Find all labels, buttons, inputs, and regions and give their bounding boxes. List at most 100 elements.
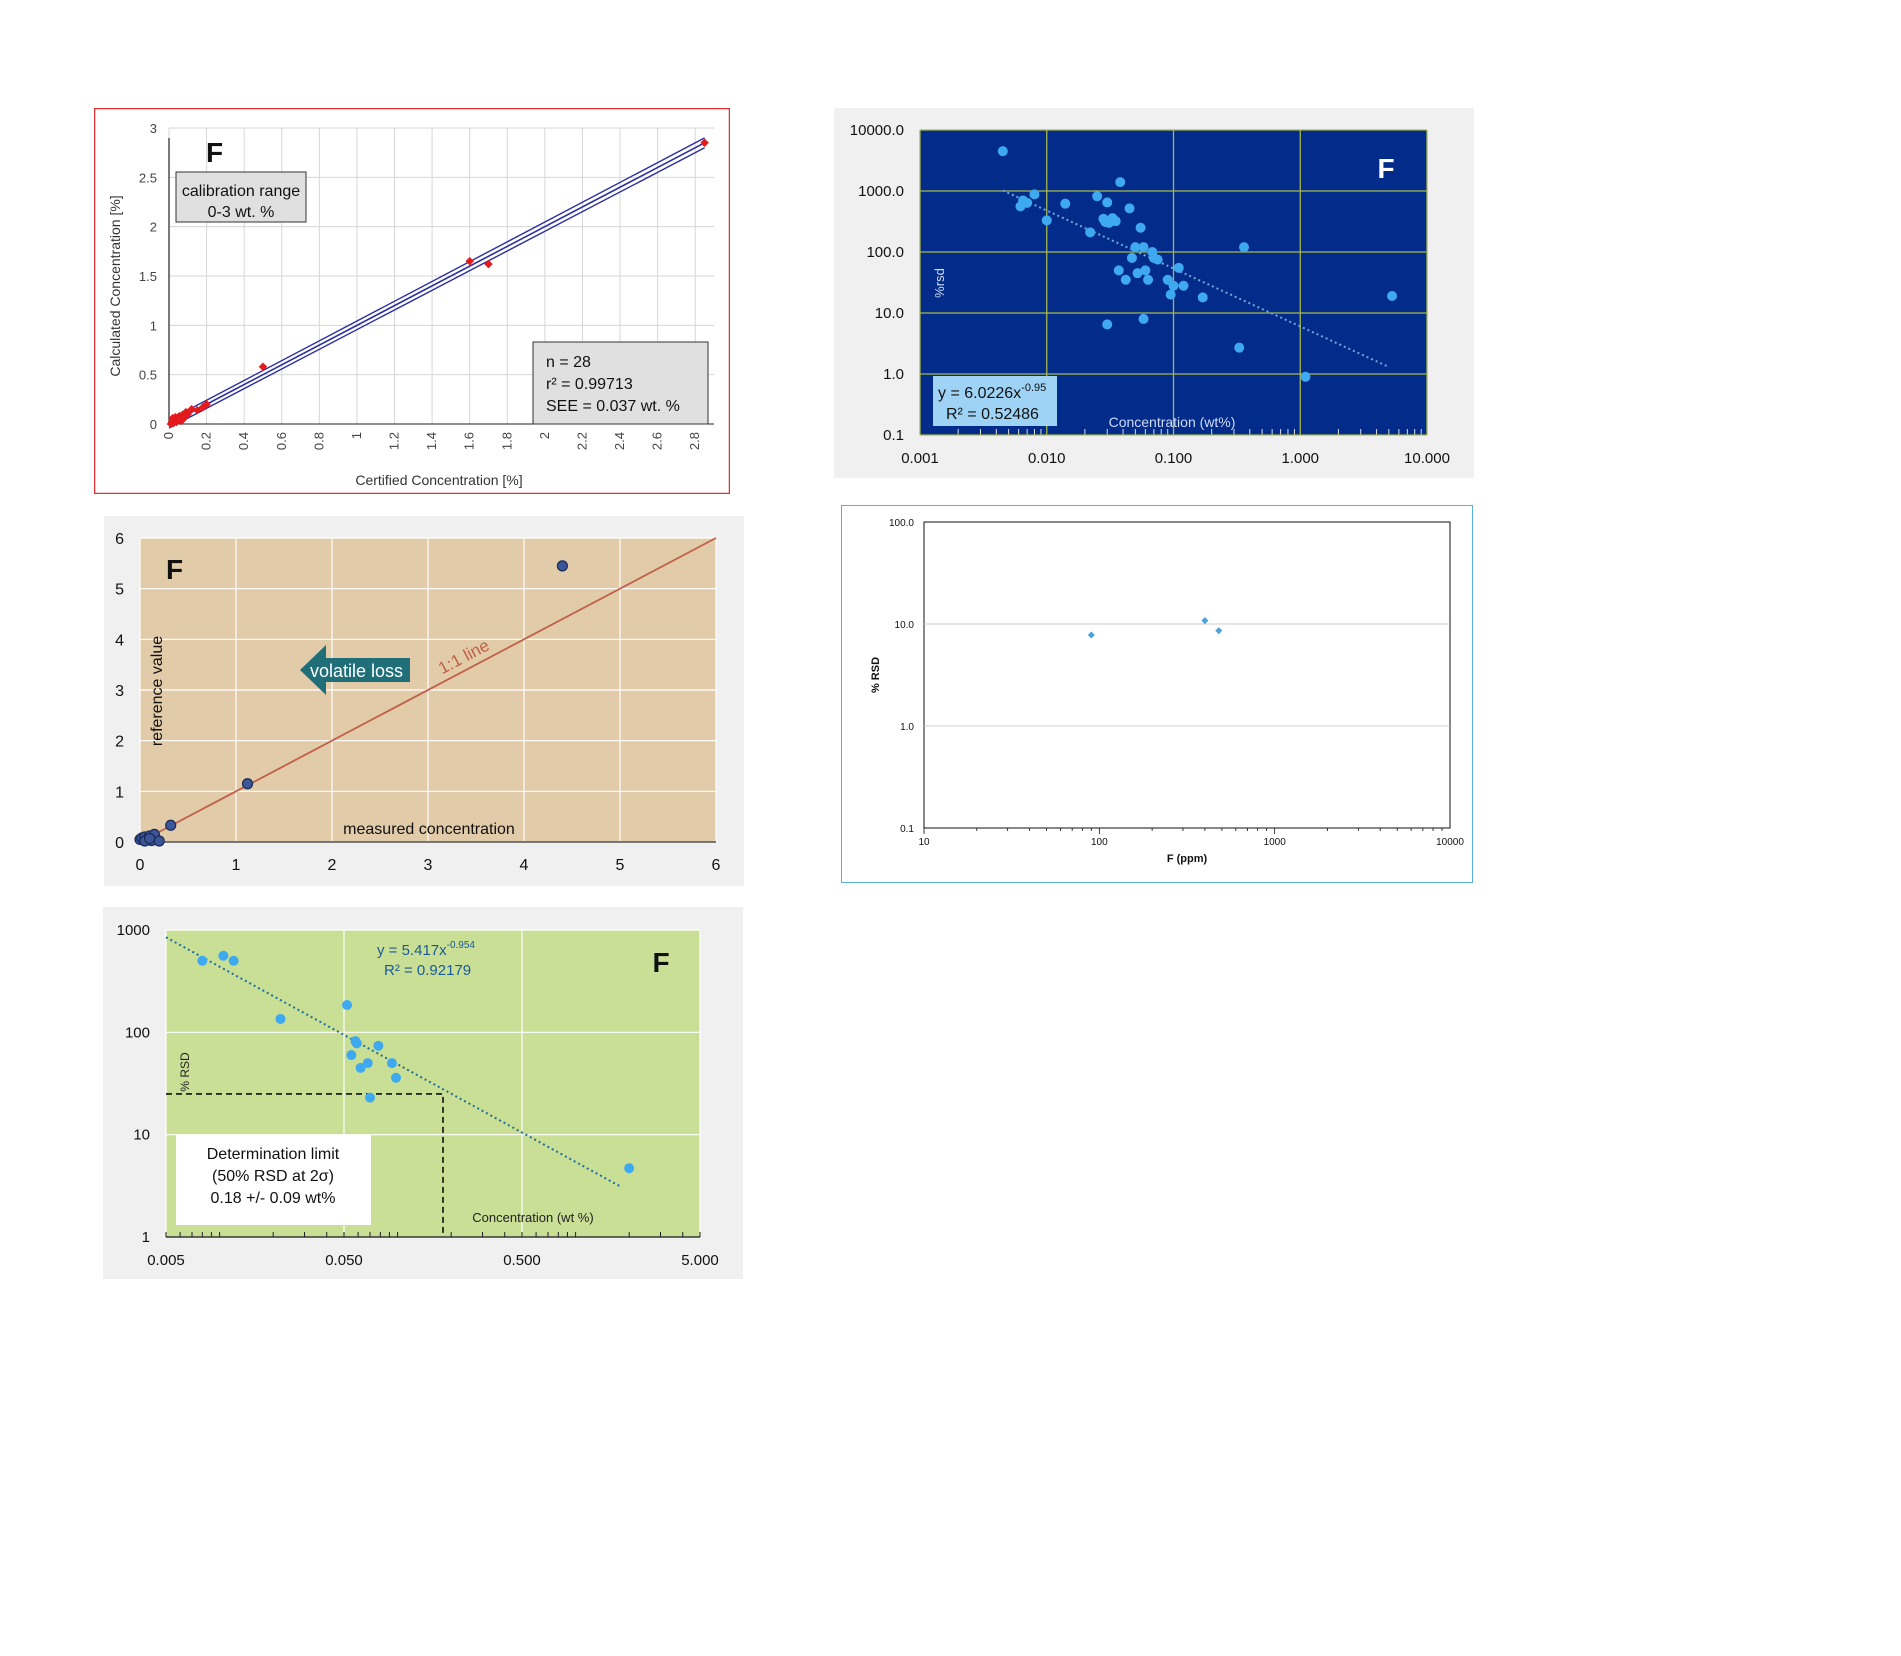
y-axis-label: % RSD: [870, 657, 882, 693]
x-tick-label: 0.6: [274, 432, 289, 450]
x-tick-label: 2.2: [574, 432, 589, 450]
data-point: [218, 950, 229, 961]
x-tick-label: 1: [349, 432, 364, 439]
data-point: [997, 146, 1008, 157]
trendline: [1002, 189, 1388, 367]
data-point: [1152, 254, 1163, 265]
x-tick-label: 0.500: [503, 1252, 541, 1269]
trend-r2: R² = 0.92179: [384, 962, 471, 979]
x-axis-label: Concentration (wt %): [472, 1210, 593, 1225]
x-tick-label: 0.010: [1028, 450, 1066, 467]
data-point: [1092, 191, 1103, 202]
x-axis-label: Certified Concentration [%]: [355, 472, 522, 488]
x-tick-label: 0.2: [199, 432, 214, 450]
calibration-range-box: [175, 171, 307, 223]
data-point: [192, 405, 202, 415]
confidence-line: [168, 137, 705, 421]
x-tick-label: 1.4: [424, 432, 439, 450]
determination-limit-guide: [166, 1093, 444, 1237]
ppm-rsd-chart: 0.1 1.0 10.0 100.0 10 100 1000 10000 F (ppm) % RS…: [870, 518, 1464, 865]
data-point: [1102, 319, 1113, 330]
y-tick-label: 10.0: [895, 620, 915, 631]
data-point: [355, 1062, 366, 1073]
x-tick-label: 1.6: [462, 432, 477, 450]
y-tick-label: 10.0: [875, 305, 904, 322]
data-point: [1060, 198, 1071, 209]
y-tick-label: 0.1: [900, 824, 914, 835]
x-tick-label: 1.000: [1281, 450, 1319, 467]
data-point: [1113, 265, 1124, 276]
equation-box: [933, 376, 1057, 426]
data-point: [1234, 342, 1245, 353]
x-tick-label: 2.4: [612, 432, 627, 450]
data-point: [1110, 216, 1121, 227]
data-point: [1300, 371, 1311, 382]
y-tick-label: 1.0: [900, 722, 914, 733]
x-tick-label: 0.001: [901, 450, 939, 467]
y-tick-label: 5: [115, 582, 124, 599]
calibration-chart-panel: 0 0.2 0.4 0.6 0.8 1 1.2 1.4 1.6 1.8 2 2.2 2.4 2.6 2.8 0…: [94, 108, 730, 494]
data-point: [1126, 252, 1137, 263]
volatile-loss-label: volatile loss: [310, 661, 403, 681]
y-tick-label: 1000.0: [858, 183, 904, 200]
data-point: [275, 1013, 286, 1024]
calibration-range-text: calibration range: [182, 183, 300, 200]
data-point: [1132, 268, 1143, 279]
x-tick-label: 2: [537, 432, 552, 439]
data-point: [1029, 189, 1040, 200]
stats-text: n = 28: [546, 354, 591, 371]
y-tick-label: 2.5: [139, 170, 157, 185]
x-tick-label: 100: [1091, 837, 1108, 848]
rsd-blue-chart: 0.001 0.010 0.100 1.000 10.000 0.1 1.0 10.0 100.…: [850, 122, 1450, 467]
data-point: [1138, 242, 1149, 253]
x-tick-label: 2.6: [650, 432, 665, 450]
x-tick-label: 10.000: [1404, 450, 1450, 467]
y-axis-label: % RSD: [178, 1052, 192, 1092]
x-axis-label: measured concentration: [343, 821, 515, 838]
data-point: [143, 832, 156, 845]
panel-letter: F: [166, 554, 183, 585]
data-point: [1102, 197, 1113, 208]
y-tick-label: 100.0: [866, 244, 904, 261]
data-point: [228, 955, 239, 966]
data-point: [1165, 289, 1176, 300]
data-point: [1138, 313, 1149, 324]
determination-limit-box: [176, 1135, 371, 1225]
x-tick-label: 6: [712, 857, 721, 874]
stats-text: r² = 0.99713: [546, 376, 633, 393]
calibration-range-text: 0-3 wt. %: [208, 204, 275, 221]
data-point: [1124, 203, 1135, 214]
data-point: [1143, 274, 1154, 285]
data-point: [1135, 222, 1146, 233]
y-tick-label: 4: [115, 632, 124, 649]
x-tick-label: 0: [161, 432, 176, 439]
trendline: [165, 936, 622, 1188]
data-point: [484, 259, 493, 269]
data-point: [1130, 242, 1141, 253]
y-axis-label: reference value: [149, 636, 166, 746]
volatile-loss-arrow: [300, 645, 410, 695]
data-point: [1197, 292, 1208, 303]
data-point: [202, 400, 211, 409]
data-point: [1239, 242, 1250, 253]
ppm-rsd-chart-panel: 0.1 1.0 10.0 100.0 10 100 1000 10000 F (ppm) % RS…: [841, 505, 1473, 883]
x-axis-label: F (ppm): [1167, 853, 1208, 865]
y-tick-label: 100.0: [889, 518, 914, 529]
x-tick-label: 0.100: [1155, 450, 1193, 467]
plot-area: [923, 521, 1451, 829]
determination-limit-text: Determination limit: [207, 1146, 340, 1163]
x-tick-label: 1.8: [499, 432, 514, 450]
x-tick-label: 3: [424, 857, 433, 874]
y-tick-label: 1: [142, 1229, 150, 1246]
x-tick-label: 2.8: [687, 432, 702, 450]
data-point: [342, 999, 353, 1010]
data-point: [465, 256, 474, 266]
trend-equation: y = 5.417x-0.954: [377, 940, 475, 959]
x-tick-label: 1: [232, 857, 241, 874]
data-point: [1178, 280, 1189, 291]
data-point: [373, 1040, 384, 1051]
panel-letter: F: [1377, 153, 1394, 184]
regression-line: [168, 142, 705, 425]
y-axis-label: %rsd: [932, 268, 947, 298]
